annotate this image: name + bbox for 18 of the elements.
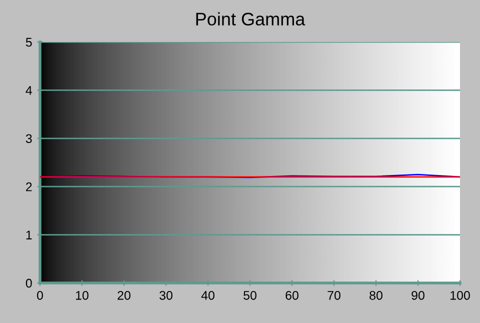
x-tick-label: 100 [450,290,470,300]
x-tick-label: 40 [201,290,214,300]
x-tick-label: 80 [370,290,382,300]
x-tick-label: 90 [412,290,424,300]
y-tick-label: 0 [26,278,32,288]
y-tick-label: 5 [26,38,32,47]
x-tick-label: 60 [286,290,298,300]
y-tick-label: 2 [26,182,32,192]
x-tick-label: 30 [160,290,172,300]
x-tick-label: 70 [328,290,340,300]
y-tick-label: 3 [26,134,32,144]
chart-title: Point Gamma [196,12,306,26]
x-tick-label: 0 [37,290,43,300]
y-tick-label: 4 [26,86,32,95]
x-tick-label: 20 [118,290,130,300]
y-tick-label: 1 [26,230,32,240]
x-tick-label: 50 [244,290,256,300]
x-tick-label: 10 [76,290,88,300]
